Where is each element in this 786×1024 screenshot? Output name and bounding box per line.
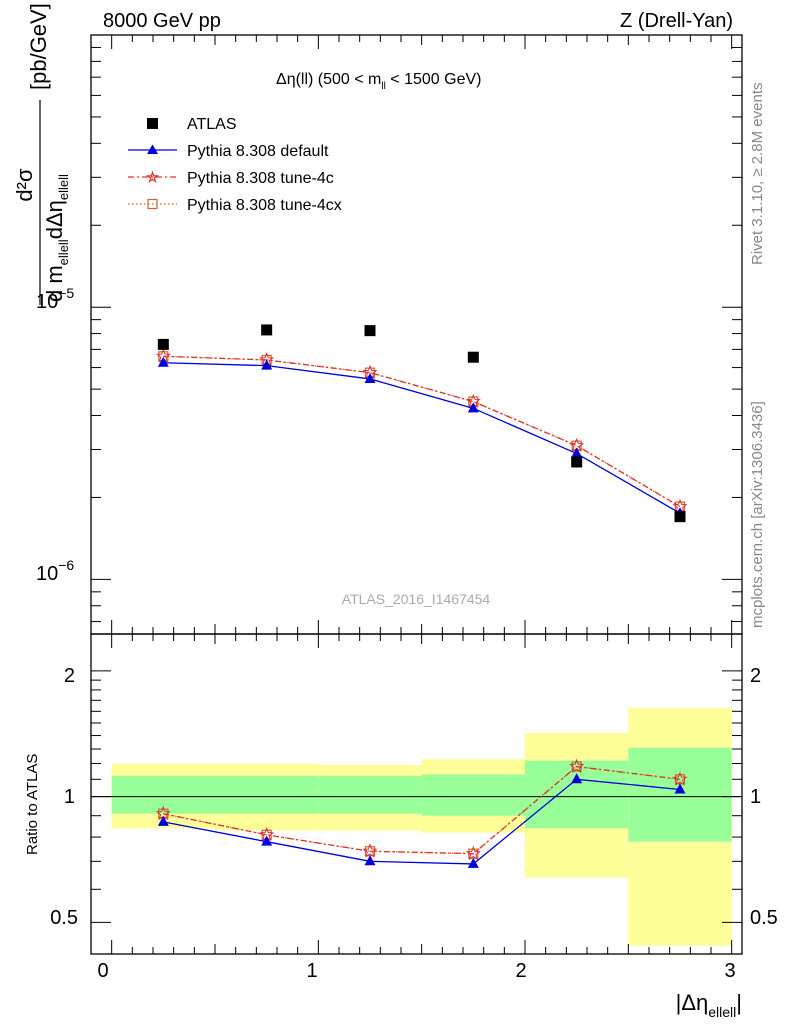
data-point-atlas-2 (364, 325, 376, 337)
legend-marker-tune4cx (147, 198, 158, 210)
x-axis-label: |Δηellell| (676, 990, 742, 1020)
header-right: Z (Drell-Yan) (620, 10, 733, 32)
analysis-watermark: ATLAS_2016_I1467454 (342, 591, 491, 607)
main-plot-series (155, 324, 688, 523)
ratio-y-axis-label: Ratio to ATLAS (24, 754, 41, 855)
data-point-atlas-5 (674, 511, 686, 523)
ratio-tick-label-1-right: 1 (750, 786, 761, 808)
data-point-atlas-1 (261, 324, 273, 336)
legend-marker-tune4c: ☆ (146, 170, 159, 186)
ratio-tick-label-2-right: 2 (750, 665, 761, 687)
data-point-atlas-4 (571, 456, 583, 468)
series-marker-default-3 (467, 402, 479, 413)
y-axis-numerator: d²σ (12, 168, 37, 202)
ratio-band-inner-bin-3 (421, 774, 525, 816)
ratio-marker-default-1 (261, 835, 273, 846)
data-point-atlas-3 (467, 351, 479, 363)
series-line-default (163, 362, 681, 514)
x-tick-label-2: 2 (515, 960, 526, 982)
header-left: 8000 GeV pp (103, 10, 221, 32)
legend-marker-default (147, 144, 158, 154)
ratio-marker-default-3 (467, 857, 479, 868)
ratio-marker-default-4 (571, 773, 583, 784)
ratio-tick-label-1-left: 1 (64, 786, 75, 808)
axis-ticks (91, 34, 742, 954)
ratio-line-tune4c (163, 765, 681, 855)
ratio-marker-tune4c-5 (672, 771, 688, 786)
ratio-marker-tune4c-4 (569, 758, 585, 773)
plot-title: Δη(ll) (500 < mll < 1500 GeV) (276, 71, 481, 92)
x-tick-label-0: 0 (97, 960, 108, 982)
legend-label-atlas: ATLAS (187, 116, 237, 133)
ratio-marker-tune4c-2 (362, 843, 378, 858)
ratio-band-inner-bin-2 (318, 776, 422, 814)
data-point-atlas-0 (157, 338, 169, 350)
ratio-tick-label-2-left: 2 (64, 665, 75, 687)
x-tick-label-1: 1 (306, 960, 317, 982)
series-marker-default-2 (364, 372, 376, 383)
ratio-band-inner-bin-5 (628, 747, 732, 842)
y-axis-denominator: d mellelldΔηellell (42, 174, 71, 302)
ratio-line-default (163, 778, 681, 865)
legend-label-tune4c: Pythia 8.308 tune-4c (187, 170, 334, 187)
y-tick-label-1e-6: 10−6 (36, 557, 74, 585)
ratio-uncertainty-bands (111, 707, 732, 946)
series-marker-default-1 (261, 359, 273, 370)
y-axis-label: d²σ d mellelldΔηellell [pb/GeV] (12, 3, 71, 305)
ratio-band-inner-bin-4 (525, 760, 629, 829)
rivet-version-label: Rivet 3.1.10, ≥ 2.8M events (749, 83, 766, 266)
ratio-marker-default-5 (674, 783, 686, 794)
ratio-plot-frame (90, 633, 743, 955)
ratio-plot-series (155, 758, 688, 868)
legend-label-tune4cx: Pythia 8.308 tune-4cx (187, 197, 342, 214)
ratio-marker-tune4c-3 (465, 845, 481, 861)
legend-marker-atlas (147, 118, 158, 129)
y-axis-unit: [pb/GeV] (26, 3, 51, 90)
legend-label-default: Pythia 8.308 default (187, 143, 329, 160)
series-line-tune4cx (163, 355, 681, 508)
x-tick-label-3: 3 (724, 960, 735, 982)
series-marker-default-0 (157, 356, 169, 367)
ratio-band-inner-bin-1 (215, 776, 319, 814)
ratio-tick-label-0.5-right: 0.5 (750, 907, 778, 929)
mcplots-reference-label: mcplots.cern.ch [arXiv:1306.3436] (749, 401, 766, 628)
ratio-marker-default-0 (157, 815, 169, 826)
series-marker-default-4 (571, 447, 583, 458)
series-line-tune4c (163, 355, 681, 508)
y-tick-label-1e-5: 10−5 (36, 285, 74, 313)
ratio-tick-label-0.5-left: 0.5 (50, 907, 78, 929)
ratio-marker-default-2 (364, 855, 376, 866)
legend: ATLAS Pythia 8.308 default ☆ Pythia 8.30… (128, 116, 342, 214)
